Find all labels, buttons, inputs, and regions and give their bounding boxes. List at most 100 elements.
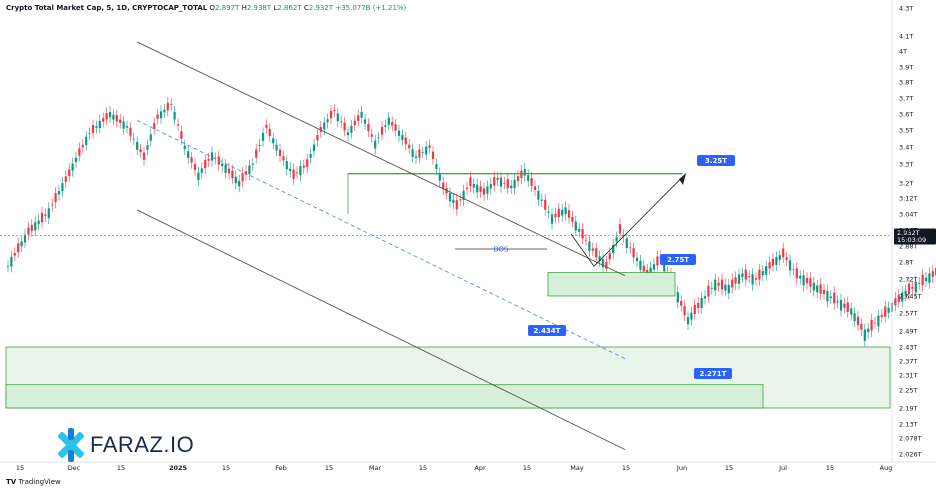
candle-body [459,199,462,201]
candle-body [319,126,322,132]
time-tick-label: 15 [523,464,531,472]
price-axis[interactable]: 4.3T 4.1T 4T 3.9T 3.8T 3.7T 3.6T 3.5T 3.4T 3.3T 3.… [891,0,922,462]
candle-body [27,227,30,235]
candle-body [571,216,574,222]
high-value: 2.938T [246,4,272,12]
candle-body [282,156,285,161]
candle-body [268,129,271,136]
price-tick-label: 2.57T [899,310,917,318]
candle-body [248,165,251,175]
candle-body [537,190,540,200]
candle-body [547,211,550,213]
time-tick-label: 15 [419,464,427,472]
candle-body [778,255,781,260]
candle-body [299,166,302,176]
candle-body [88,133,91,135]
demand-zone-275 [547,272,676,297]
candle-body [261,132,265,141]
candle-body [462,190,465,200]
candle-body [744,269,747,280]
candle-body [914,281,917,293]
candle-body [10,256,13,267]
candle-body [656,256,659,266]
candle-body [115,115,118,122]
tradingview-attribution[interactable]: 𝗧𝗩 TradingView [6,478,61,486]
label-325-text: 3.25T [705,157,727,165]
candle-body [805,277,809,284]
label-325-bg [697,155,735,166]
candle-body [30,224,33,231]
candle-body [44,214,47,216]
candle-body [95,126,98,128]
candle-body [380,126,384,135]
time-tick-label: 15 [725,464,733,472]
price-tick-label: 3.6T [899,111,913,119]
price-tick-label: 2.25T [899,387,917,395]
candle-body [768,262,771,269]
candle-body [520,170,523,179]
demand-zone-2271 [5,384,764,409]
time-tick-label: Aug [880,464,893,472]
candle-body [761,271,764,276]
candle-body [880,314,883,318]
candle-body [642,265,645,272]
low-value: 2.862T [277,4,302,12]
price-tick-label: 2.645T [899,293,922,301]
candle-body [622,234,625,237]
candle-body [533,186,537,190]
time-tick-label: 15 [325,464,333,472]
candle-body [98,120,101,129]
candle-body [51,204,54,206]
low-label: L [273,4,278,12]
candle-body [469,177,472,187]
candle-body [329,110,333,119]
candle-body [564,207,567,215]
candle-body [476,184,479,193]
candle-body [401,134,404,141]
candle-body [924,277,928,282]
candle-body [312,144,316,152]
candle-body [47,208,50,218]
candle-body [727,284,730,294]
candle-body [408,144,411,149]
label-275-text: 2.75T [667,256,689,264]
candle-body [472,183,475,188]
candle-body [353,120,356,126]
candle-body [544,199,547,210]
candle-body [554,213,557,218]
time-axis[interactable]: 15 Dec 15 2025 15 Feb 15 Mar 15 Apr 15 May 15 Jun 15 Ju… [0,461,936,472]
price-tick-label: 4.1T [899,33,913,41]
label-275-bg [660,254,696,265]
candle-body [928,273,931,283]
zone-top-line [347,173,683,175]
candle-body [350,125,353,133]
candle-body [78,148,81,156]
candle-body [479,186,482,193]
candle-body [20,241,23,247]
candle-body [877,315,880,327]
candle-body [588,241,591,251]
candle-body [428,145,431,148]
channel-lower-line [136,209,626,451]
price-tick-label: 2.37T [899,358,917,366]
candle-body [612,244,615,254]
price-tick-label: 2.026T [899,451,922,459]
candle-body [843,303,846,308]
candle-body [710,287,713,289]
candle-body [278,149,282,157]
candle-body [581,229,584,239]
candle-body [180,131,183,139]
candle-body [465,187,469,190]
symbol-title[interactable]: Crypto Total Market Cap, 5, 1D, CRYPTOCA… [6,4,208,12]
candle-body [57,191,61,195]
open-label: O [209,4,216,12]
candle-body [812,282,815,291]
candle-body [615,237,618,242]
candle-body [907,283,911,295]
candle-body [442,182,445,190]
candle-body [591,248,594,251]
candle-body [775,257,778,265]
candle-body [156,114,159,119]
